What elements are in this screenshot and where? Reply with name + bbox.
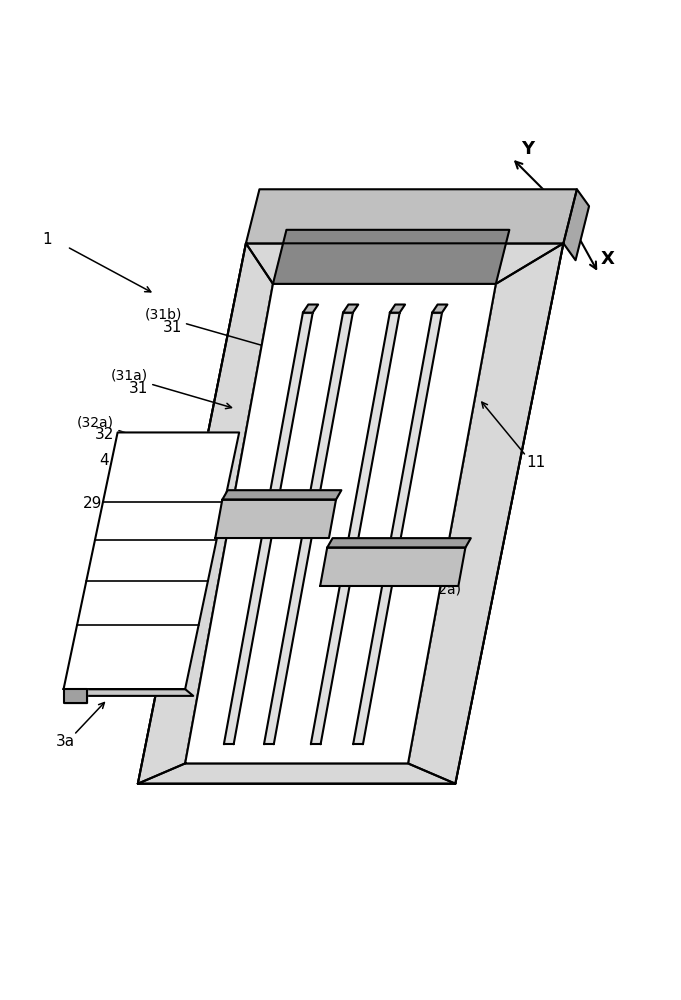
Polygon shape — [311, 313, 400, 744]
Polygon shape — [224, 313, 313, 744]
Polygon shape — [390, 305, 405, 313]
Text: 31: 31 — [129, 381, 148, 396]
Text: (31b): (31b) — [144, 307, 182, 321]
Text: Y: Y — [522, 140, 535, 158]
Text: 29: 29 — [83, 496, 103, 511]
Text: 32: 32 — [95, 427, 114, 442]
Text: 13: 13 — [386, 543, 406, 558]
Text: (31a): (31a) — [111, 368, 148, 382]
Polygon shape — [138, 243, 273, 784]
Text: 4,5: 4,5 — [99, 453, 123, 468]
Text: Z: Z — [487, 224, 500, 242]
Polygon shape — [215, 500, 336, 538]
Polygon shape — [63, 689, 193, 696]
Polygon shape — [343, 305, 358, 313]
Text: (32a): (32a) — [425, 583, 462, 597]
Polygon shape — [432, 305, 447, 313]
Text: 31: 31 — [162, 320, 182, 335]
Polygon shape — [138, 763, 456, 784]
Polygon shape — [63, 432, 239, 689]
Polygon shape — [222, 490, 341, 500]
Text: (32a): (32a) — [77, 415, 114, 429]
Text: 11: 11 — [526, 455, 545, 470]
Polygon shape — [353, 313, 442, 744]
Polygon shape — [273, 230, 509, 284]
Polygon shape — [185, 284, 496, 763]
Polygon shape — [63, 689, 87, 703]
Polygon shape — [264, 313, 353, 744]
Polygon shape — [303, 305, 318, 313]
Text: 1: 1 — [42, 232, 52, 247]
Polygon shape — [320, 548, 465, 586]
Polygon shape — [138, 243, 563, 784]
Polygon shape — [408, 243, 563, 784]
Text: 20: 20 — [348, 726, 367, 741]
Text: (S1): (S1) — [342, 739, 373, 754]
Text: X: X — [600, 250, 614, 268]
Polygon shape — [327, 538, 471, 548]
Polygon shape — [246, 243, 563, 284]
Polygon shape — [563, 189, 589, 260]
Text: 32: 32 — [425, 570, 444, 585]
Text: 3a: 3a — [55, 734, 74, 749]
Polygon shape — [246, 189, 577, 243]
